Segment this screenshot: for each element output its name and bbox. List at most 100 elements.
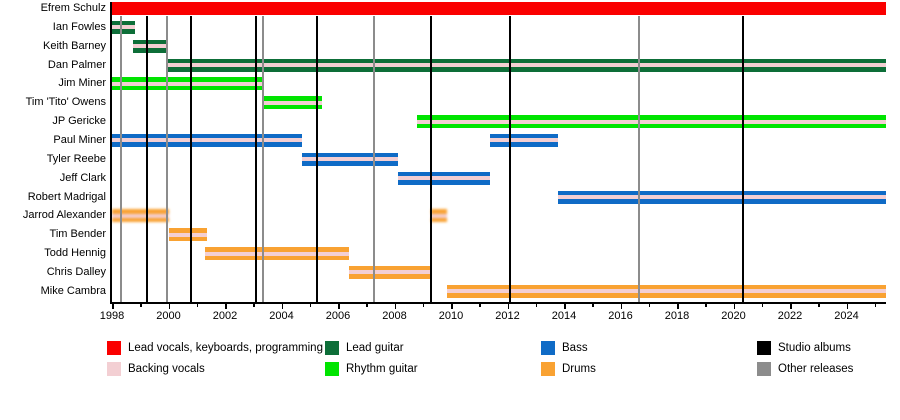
legend-label-other-releases: Other releases — [778, 363, 854, 375]
backing-vocals-stripe — [302, 157, 399, 162]
legend-label-drums: Drums — [562, 363, 596, 375]
member-label-mike-cambra: Mike Cambra — [40, 284, 106, 297]
timeline-bar-ian-fowles — [112, 20, 135, 34]
timeline-bar-jp-gericke — [416, 115, 887, 129]
backing-vocals-stripe — [431, 213, 447, 218]
major-tick-2016 — [620, 303, 622, 309]
member-label-jim-miner: Jim Miner — [58, 77, 106, 90]
major-tick-2024 — [846, 303, 848, 309]
major-tick-2014 — [564, 303, 566, 309]
release-line-other — [120, 15, 123, 302]
member-label-ian-fowles: Ian Fowles — [52, 20, 106, 33]
major-tick-2000 — [168, 303, 170, 309]
member-label-dan-palmer: Dan Palmer — [47, 58, 106, 71]
timeline-bar-tim-bender — [168, 228, 207, 242]
legend-label-studio-albums: Studio albums — [778, 342, 851, 354]
minor-tick-2003 — [253, 303, 255, 307]
backing-vocals-stripe — [112, 138, 303, 143]
timeline-bar-efrem-schulz — [112, 2, 887, 15]
timeline-bar-mike-cambra — [446, 284, 887, 298]
minor-tick-2013 — [535, 303, 538, 307]
minor-tick-2011 — [479, 303, 481, 307]
legend-label-lead-guitar: Lead guitar — [346, 342, 404, 354]
major-tick-2004 — [281, 303, 283, 309]
legend-label-rhythm-guitar: Rhythm guitar — [346, 363, 418, 375]
year-label-2004: 2004 — [269, 310, 294, 322]
minor-tick-2017 — [648, 303, 651, 307]
timeline-bar-jim-miner — [112, 77, 262, 91]
legend-swatch-rhythm-guitar — [325, 362, 339, 376]
backing-vocals-stripe — [112, 25, 135, 30]
major-tick-2008 — [394, 303, 396, 309]
legend-swatch-drums — [541, 362, 555, 376]
timeline-bar-jarrod-alexander — [431, 209, 447, 223]
member-label-robert-madrigal: Robert Madrigal — [27, 190, 106, 203]
major-tick-2020 — [733, 303, 735, 309]
backing-vocals-stripe — [349, 270, 430, 275]
timeline-bar-todd-hennig — [205, 247, 350, 261]
legend-label-bass: Bass — [562, 342, 588, 354]
major-tick-2018 — [677, 303, 679, 309]
legend-swatch-lead-vocals-keyboards-programming — [107, 341, 121, 355]
year-label-2020: 2020 — [721, 310, 746, 322]
minor-tick-1999 — [140, 303, 142, 307]
major-tick-2010 — [451, 303, 453, 309]
timeline-bar-dan-palmer — [167, 58, 887, 72]
year-label-2014: 2014 — [551, 310, 577, 322]
timeline-bar-keith-barney — [132, 39, 169, 53]
backing-vocals-stripe — [112, 213, 169, 218]
member-label-todd-hennig: Todd Hennig — [44, 247, 106, 260]
release-line-studio — [315, 15, 318, 302]
year-label-2024: 2024 — [834, 310, 859, 322]
member-label-efrem-schulz: Efrem Schulz — [40, 2, 106, 14]
backing-vocals-stripe — [398, 176, 490, 181]
major-tick-2002 — [225, 303, 227, 309]
release-line-other — [372, 15, 375, 302]
release-line-studio — [509, 15, 512, 302]
legend-swatch-backing-vocals — [107, 362, 121, 376]
year-label-2018: 2018 — [664, 310, 690, 322]
member-label-jarrod-alexander: Jarrod Alexander — [22, 209, 106, 222]
release-line-other — [166, 15, 169, 302]
backing-vocals-stripe — [446, 289, 887, 294]
minor-tick-2025 — [874, 303, 877, 307]
timeline-bar-paul-miner — [112, 133, 303, 147]
member-label-jeff-clark: Jeff Clark — [59, 171, 106, 184]
legend-swatch-studio-albums — [757, 341, 771, 355]
release-line-other — [637, 15, 640, 302]
timeline-bar-jarrod-alexander — [112, 209, 169, 223]
release-line-studio — [430, 15, 433, 302]
legend-swatch-bass — [541, 341, 555, 355]
release-line-studio — [741, 15, 744, 302]
major-tick-1998 — [112, 303, 114, 309]
year-label-2008: 2008 — [382, 310, 407, 322]
member-label-tim-tito-owens: Tim 'Tito' Owens — [25, 96, 106, 109]
minor-tick-2015 — [592, 303, 594, 307]
member-label-tim-bender: Tim Bender — [49, 228, 106, 241]
timeline-bar-chris-dalley — [349, 265, 430, 279]
backing-vocals-stripe — [557, 195, 887, 199]
release-line-studio — [146, 15, 149, 302]
member-label-keith-barney: Keith Barney — [43, 39, 106, 52]
backing-vocals-stripe — [132, 44, 169, 49]
backing-vocals-stripe — [112, 81, 262, 86]
year-label-2006: 2006 — [325, 310, 351, 322]
timeline-bar-robert-madrigal — [557, 190, 887, 204]
release-line-studio — [190, 15, 193, 302]
year-label-2000: 2000 — [156, 310, 181, 322]
timeline-bar-paul-miner — [489, 133, 558, 147]
minor-tick-2009 — [422, 303, 425, 307]
legend-swatch-lead-guitar — [325, 341, 339, 355]
minor-tick-2019 — [705, 303, 707, 307]
member-label-chris-dalley: Chris Dalley — [46, 265, 106, 278]
member-label-tyler-reebe: Tyler Reebe — [46, 152, 106, 165]
plot-left-border — [110, 2, 112, 302]
legend-label-backing-vocals: Backing vocals — [128, 363, 205, 375]
legend-swatch-other-releases — [757, 362, 771, 376]
backing-vocals-stripe — [205, 251, 350, 256]
minor-tick-2005 — [309, 303, 312, 307]
timeline-bar-jeff-clark — [398, 171, 490, 185]
backing-vocals-stripe — [168, 232, 207, 237]
legend-label-lead-vocals-keyboards-programming: Lead vocals, keyboards, programming — [128, 342, 323, 354]
